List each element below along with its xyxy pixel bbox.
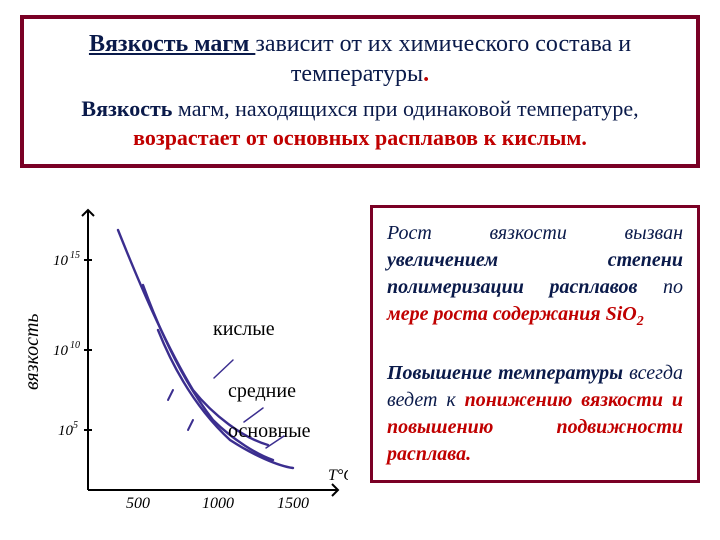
svg-text:5: 5 — [73, 420, 78, 431]
svg-text:10: 10 — [53, 253, 69, 269]
viscosity-summary-box: Вязкость магм зависит от их химического … — [20, 15, 700, 168]
p1-d: мере роста содержания SiO2 — [387, 303, 644, 325]
p1-a: Рост вязкости вызван — [387, 222, 683, 244]
label-intermediate: средние — [228, 380, 296, 403]
chart-svg: 500 1000 1500 T°C 105 1010 1015 вязкость — [18, 190, 348, 510]
y-axis-label: вязкость — [21, 313, 43, 390]
x-axis-label: T°C — [328, 467, 348, 484]
viscosity-chart: 500 1000 1500 T°C 105 1010 1015 вязкость — [18, 190, 348, 510]
explanation-box: Рост вязкости вызван увеличением степени… — [370, 205, 700, 483]
para-1: Рост вязкости вызван увеличением степени… — [387, 220, 683, 332]
svg-text:10: 10 — [58, 423, 74, 439]
svg-text:10: 10 — [53, 343, 69, 359]
xtick-1500: 1500 — [277, 495, 309, 510]
svg-text:15: 15 — [70, 250, 80, 261]
label-acidic: кислые — [213, 318, 275, 341]
p1-c: по — [637, 276, 683, 298]
summary-line-1: Вязкость магм зависит от их химического … — [38, 29, 682, 89]
label-basic: основные — [228, 420, 311, 443]
summary-red: возрастает от основных расплавов к кислы… — [133, 125, 587, 150]
svg-text:10: 10 — [70, 340, 80, 351]
summary-line-2: Вязкость магм, находящихся при одинаково… — [38, 95, 682, 152]
summary-bold: Вязкость — [81, 96, 172, 121]
xtick-1000: 1000 — [202, 495, 234, 510]
p2-a: Повышение температуры — [387, 362, 623, 384]
xtick-500: 500 — [126, 495, 150, 510]
summary-period: . — [423, 61, 429, 87]
summary-mid: магм, находящихся при одинаковой темпера… — [172, 96, 638, 121]
para-2: Повышение температуры всегда ведет к пон… — [387, 360, 683, 468]
summary-text-1: зависит от их химического состава и темп… — [255, 31, 631, 87]
underlined-term: Вязкость магм — [89, 31, 255, 57]
